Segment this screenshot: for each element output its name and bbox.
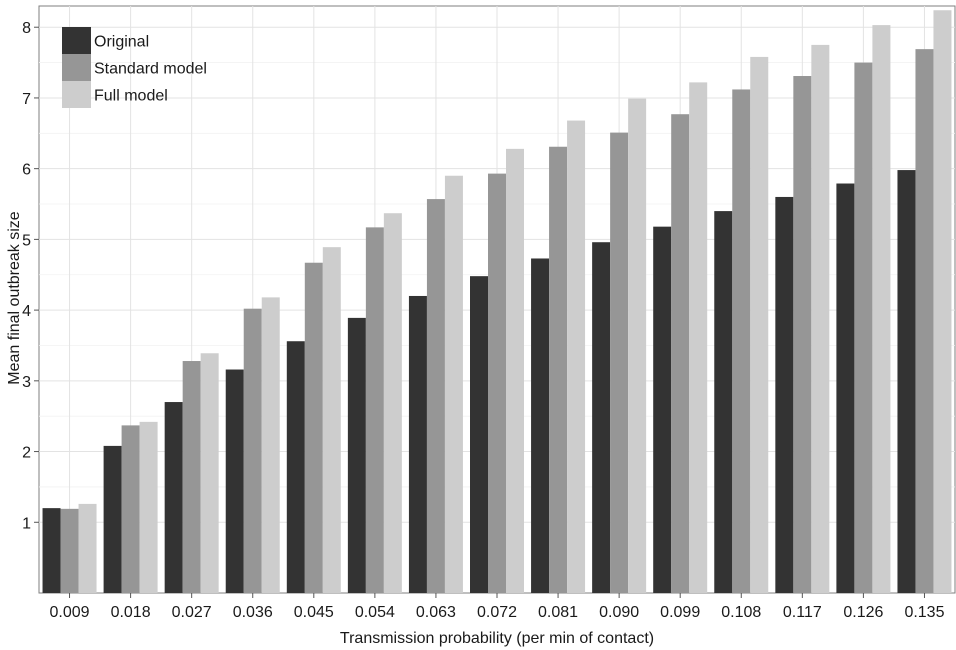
legend-key-original bbox=[62, 27, 91, 54]
bar-original-0.036 bbox=[225, 369, 244, 593]
x-tick-label: 0.126 bbox=[843, 604, 883, 621]
bar-standard-model-0.045 bbox=[304, 262, 323, 593]
x-tick-label: 0.063 bbox=[416, 604, 456, 621]
legend-key-standard-model bbox=[62, 54, 91, 81]
y-tick-label: 3 bbox=[22, 374, 31, 391]
bar-standard-model-0.081 bbox=[549, 146, 568, 593]
bar-standard-model-0.135 bbox=[915, 49, 934, 593]
bar-standard-model-0.027 bbox=[182, 361, 201, 593]
legend: Original Standard model Full model bbox=[62, 27, 207, 108]
bar-standard-model-0.072 bbox=[488, 173, 506, 593]
bar-standard-model-0.018 bbox=[121, 425, 140, 593]
bar-original-0.027 bbox=[164, 402, 183, 593]
x-tick-label: 0.117 bbox=[783, 604, 822, 621]
bar-original-0.009 bbox=[42, 508, 61, 593]
y-tick-label: 2 bbox=[22, 445, 31, 462]
x-axis-title: Transmission probability (per min of con… bbox=[340, 630, 654, 647]
bar-original-0.117 bbox=[775, 196, 794, 593]
bar-full-model-0.045 bbox=[322, 247, 341, 594]
x-tick-label: 0.081 bbox=[538, 604, 578, 621]
x-tick-label: 0.036 bbox=[233, 604, 273, 621]
x-tick-label: 0.027 bbox=[172, 604, 212, 621]
bar-full-model-0.108 bbox=[750, 56, 769, 594]
bar-standard-model-0.108 bbox=[732, 89, 751, 594]
bar-standard-model-0.054 bbox=[365, 227, 384, 593]
axes: 1 2 3 4 5 6 7 8 0.009 0.018 0.027 0.036 0.045 0.054 0.… bbox=[22, 20, 944, 621]
bar-original-0.018 bbox=[103, 445, 122, 593]
bar-full-model-0.117 bbox=[811, 44, 830, 594]
bar-original-0.135 bbox=[897, 170, 916, 594]
bar-original-0.072 bbox=[470, 276, 488, 593]
bar-full-model-0.054 bbox=[383, 213, 402, 593]
bar-standard-model-0.117 bbox=[793, 76, 812, 593]
bar-original-0.090 bbox=[592, 242, 611, 593]
y-tick-label: 1 bbox=[22, 515, 31, 532]
bar-full-model-0.135 bbox=[933, 10, 952, 594]
bar-original-0.099 bbox=[653, 226, 672, 593]
y-tick-label: 6 bbox=[22, 162, 31, 179]
bar-full-model-0.081 bbox=[567, 120, 586, 594]
y-tick-label: 8 bbox=[22, 20, 31, 37]
y-tick-label: 7 bbox=[22, 91, 31, 108]
y-axis-title: Mean final outbreak size bbox=[6, 211, 23, 385]
bar-original-0.126 bbox=[836, 183, 855, 593]
bar-original-0.081 bbox=[531, 258, 550, 593]
bar-full-model-0.036 bbox=[261, 297, 280, 593]
bar-standard-model-0.063 bbox=[426, 199, 445, 593]
bar-full-model-0.090 bbox=[628, 98, 647, 594]
legend-label: Full model bbox=[94, 88, 168, 105]
legend-key-full-model bbox=[62, 81, 91, 108]
legend-label: Original bbox=[94, 34, 149, 51]
bar-standard-model-0.090 bbox=[610, 132, 629, 593]
x-tick-label: 0.009 bbox=[50, 604, 90, 621]
bar-full-model-0.018 bbox=[139, 421, 158, 593]
bar-full-model-0.126 bbox=[872, 25, 891, 594]
bar-full-model-0.072 bbox=[506, 148, 524, 594]
bar-standard-model-0.036 bbox=[243, 308, 262, 593]
bar-full-model-0.027 bbox=[200, 353, 219, 593]
bars bbox=[42, 10, 952, 594]
bar-original-0.108 bbox=[714, 211, 733, 594]
y-tick-label: 4 bbox=[22, 303, 31, 320]
x-tick-label: 0.045 bbox=[294, 604, 334, 621]
bar-full-model-0.009 bbox=[78, 503, 97, 593]
bar-full-model-0.063 bbox=[444, 175, 463, 594]
bar-original-0.045 bbox=[286, 341, 305, 593]
bar-original-0.063 bbox=[408, 295, 427, 593]
y-tick-label: 5 bbox=[22, 232, 31, 249]
x-tick-label: 0.090 bbox=[599, 604, 639, 621]
bar-standard-model-0.126 bbox=[854, 62, 873, 594]
x-tick-label: 0.135 bbox=[904, 604, 944, 621]
x-tick-label: 0.072 bbox=[477, 604, 517, 621]
x-tick-label: 0.108 bbox=[721, 604, 761, 621]
bar-standard-model-0.009 bbox=[60, 508, 79, 593]
bar-original-0.054 bbox=[347, 317, 366, 593]
x-tick-label: 0.099 bbox=[660, 604, 700, 621]
bar-standard-model-0.099 bbox=[671, 114, 690, 593]
x-tick-label: 0.054 bbox=[355, 604, 395, 621]
x-tick-label: 0.018 bbox=[111, 604, 151, 621]
bar-full-model-0.099 bbox=[689, 82, 708, 593]
legend-label: Standard model bbox=[94, 61, 207, 78]
